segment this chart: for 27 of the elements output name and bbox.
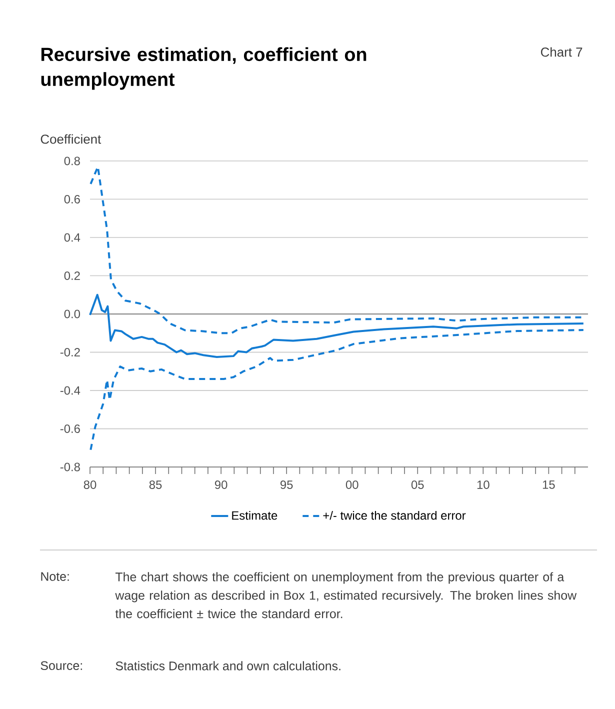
- text: The chart shows the coefficient on unemployment from the previous quarter of a wage relation as described in Box 1, estimated recursively. The broken lines show the coefficient ± twice the standard error.: [115, 572, 577, 618]
- y-tick-label: -0.2: [60, 348, 80, 356]
- y-tick-label: -0.4: [60, 386, 80, 395]
- y-tick-label: 0.2: [64, 272, 80, 280]
- text: Note:: [41, 572, 69, 581]
- x-tick-label: 85: [149, 480, 162, 489]
- y-tick-label: 0.4: [64, 233, 80, 242]
- y-tick-label: -0.6: [60, 424, 80, 433]
- y-axis-title: Coefficient: [40, 134, 102, 144]
- caption: Chart 7: [540, 47, 582, 57]
- y-tick-label: 0.0: [64, 310, 80, 318]
- line-series: [89, 294, 584, 358]
- y-tick-label: -0.8: [60, 462, 80, 472]
- text: Statistics Denmark and own calculations.: [116, 661, 340, 670]
- source-note: Source:: [40, 661, 82, 670]
- x-tick-label: 80: [84, 480, 96, 489]
- x-tick-label: 10: [477, 480, 490, 489]
- x-tick-label: 95: [280, 480, 293, 489]
- chart-title: Recursive estimation, coefficient on unemployment: [41, 47, 366, 90]
- x-tick-label: 05: [411, 480, 424, 489]
- y-tick-label: 0.6: [64, 195, 80, 204]
- legend-label: +/- twice the standard error: [323, 510, 466, 520]
- x-tick-label: 00: [346, 480, 358, 489]
- x-tick-label: 15: [542, 480, 555, 489]
- x-tick-label: 90: [214, 480, 228, 489]
- legend-label: Estimate: [232, 510, 278, 520]
- y-tick-label: 0.8: [64, 156, 80, 166]
